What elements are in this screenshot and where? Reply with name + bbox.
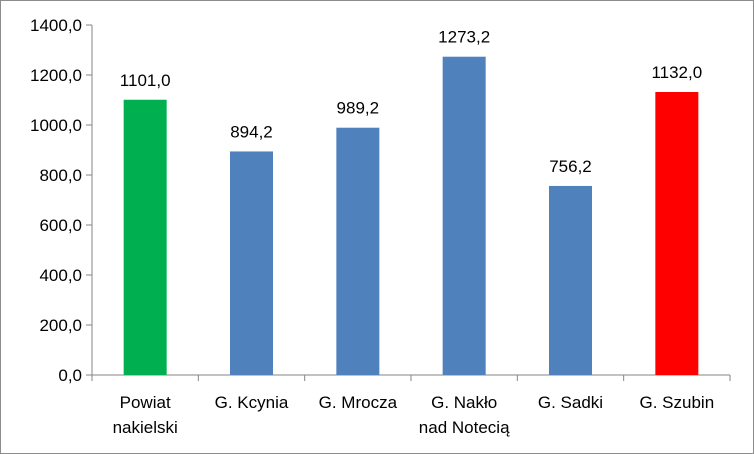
- x-category-label: G. Mrocza: [319, 393, 398, 412]
- y-tick-label: 1400,0: [30, 16, 82, 35]
- x-category-label: G. Sadki: [538, 393, 603, 412]
- bar: [442, 56, 486, 375]
- data-label: 989,2: [337, 99, 380, 118]
- x-category-label: G. Szubin: [640, 393, 715, 412]
- y-tick-label: 0,0: [58, 366, 82, 385]
- axes: 0,0 200,0 400,0 600,0 800,0 1000,0 1200,0 1400,…: [30, 16, 731, 385]
- data-label: 894,2: [230, 122, 273, 141]
- y-tick-label: 200,0: [39, 316, 82, 335]
- data-label: 1273,2: [438, 28, 490, 47]
- labels: 1101,0 Powiat nakielski 894,2 G. Kcynia 989,2…: [113, 28, 715, 437]
- data-label: 756,2: [549, 157, 592, 176]
- y-tick-label: 800,0: [39, 166, 82, 185]
- bar: [336, 127, 380, 375]
- bar: [230, 151, 273, 375]
- bar: [123, 99, 167, 375]
- data-label: 1132,0: [651, 63, 702, 82]
- bar: [549, 185, 592, 375]
- data-label: 1101,0: [120, 71, 171, 90]
- y-tick-label: 400,0: [39, 266, 82, 285]
- x-category-label: nakielski: [113, 418, 178, 437]
- y-tick-label: 1000,0: [30, 116, 82, 135]
- y-tick-label: 600,0: [39, 216, 82, 235]
- x-category-label: Powiat: [120, 393, 171, 412]
- x-category-label: G. Nakło: [431, 393, 497, 412]
- bar: [655, 92, 699, 375]
- x-category-label: G. Kcynia: [215, 393, 289, 412]
- y-tick-label: 1200,0: [30, 66, 82, 85]
- x-category-label: nad Notecią: [419, 418, 510, 437]
- bars: [123, 56, 699, 375]
